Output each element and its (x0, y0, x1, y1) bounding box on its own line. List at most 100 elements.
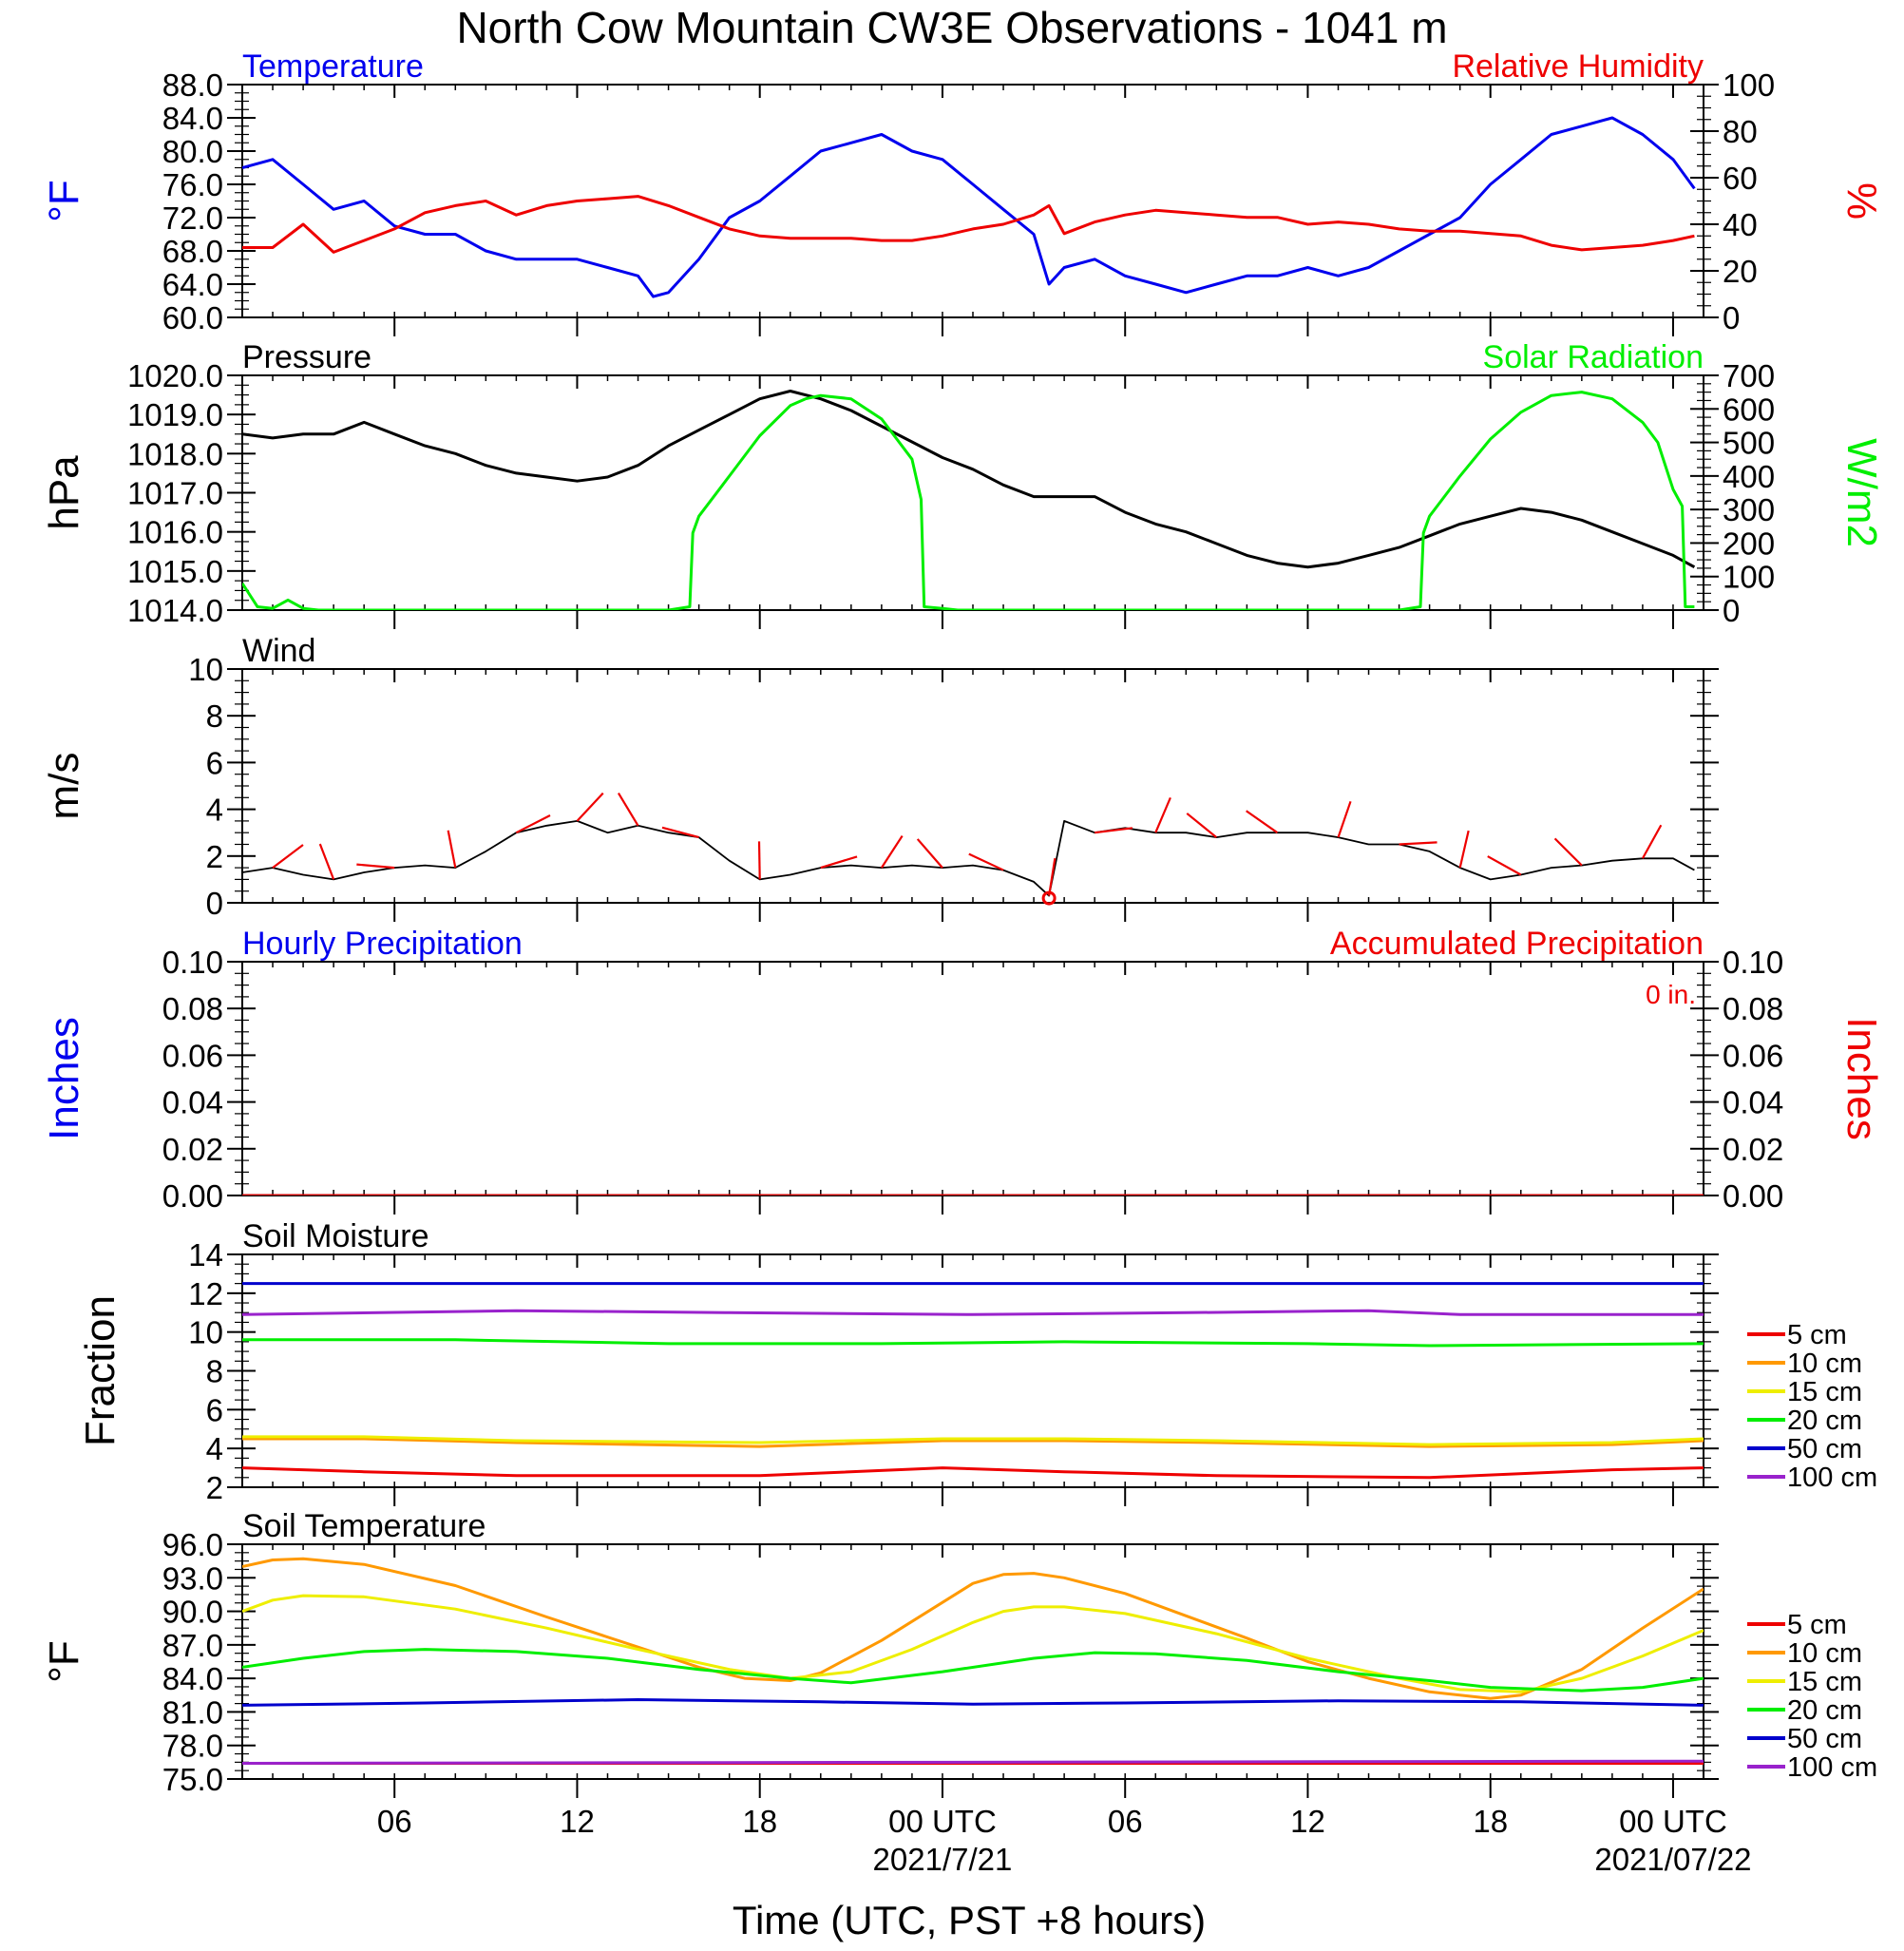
x-tick-label: 18 (742, 1804, 777, 1839)
y-tick-label-right: 0 (1723, 593, 1740, 628)
y-tick-label-right: 200 (1723, 526, 1775, 561)
wind-barb (1641, 824, 1663, 859)
x-tick-label: 12 (1290, 1804, 1325, 1839)
y-tick-label-left: 75.0 (162, 1762, 223, 1797)
y-tick-label-left: 6 (206, 745, 223, 780)
plot-frame (241, 668, 1704, 904)
y-axis-title-left: Fraction (77, 1295, 124, 1446)
panel-title-left: Wind (242, 633, 315, 669)
panel-precipitation: 0.00 0.02 0.04 0.06 0.08 0.10 0.00 0.02 0.04 0.06… (41, 926, 1885, 1215)
legend-label: 10 cm (1787, 1348, 1862, 1379)
legend-label: 5 cm (1787, 1320, 1847, 1350)
legend-label: 15 cm (1787, 1377, 1862, 1407)
series-line-5-cm (242, 1466, 1704, 1480)
wind-barb (968, 852, 1004, 871)
y-axis-title-right: % (1838, 182, 1885, 220)
x-axis-title: Time (UTC, PST +8 hours) (733, 1898, 1206, 1942)
y-tick-label-right: 100 (1723, 560, 1775, 595)
wind-barb (1487, 855, 1522, 876)
legend-label: 50 cm (1787, 1434, 1862, 1464)
panel-title-right: Solar Radiation (1483, 339, 1704, 375)
series-line-100-cm (242, 1309, 1704, 1316)
y-tick-label-right: 700 (1723, 358, 1775, 393)
series-line-pressure (242, 390, 1696, 569)
y-tick-label-left: 1017.0 (127, 476, 223, 511)
legend-label: 50 cm (1787, 1724, 1862, 1754)
y-tick-label-left: 84.0 (162, 101, 223, 136)
y-tick-label-right: 500 (1723, 426, 1775, 461)
y-tick-label-left: 8 (206, 698, 223, 734)
y-tick-label-left: 87.0 (162, 1628, 223, 1663)
y-tick-label-left: 0.00 (162, 1178, 223, 1214)
series-line-20-cm (242, 1338, 1704, 1348)
y-tick-label-left: 0.08 (162, 991, 223, 1026)
panels: 60.064.068.072.076.080.084.088.002040608… (41, 48, 1885, 1877)
plot-frame (241, 961, 1704, 1196)
plot-frame (241, 84, 1704, 318)
series-line-wind (242, 820, 1695, 897)
wind-barb (661, 826, 699, 839)
x-date-label: 2021/7/21 (873, 1842, 1013, 1877)
x-tick-label: 12 (560, 1804, 595, 1839)
wind-barb (1154, 796, 1171, 833)
x-tick-label: 00 UTC (1619, 1804, 1727, 1839)
y-tick-label-right: 100 (1723, 67, 1775, 103)
series-line-15-cm (242, 1435, 1704, 1446)
y-tick-label-right: 20 (1723, 254, 1758, 289)
y-tick-label-left: 78.0 (162, 1729, 223, 1764)
legend-label: 100 cm (1787, 1752, 1877, 1783)
y-tick-label-left: 8 (206, 1354, 223, 1389)
y-tick-label-right: 0.02 (1723, 1132, 1783, 1167)
precip-total-annotation: 0 in. (1646, 980, 1696, 1009)
y-tick-label-left: 1020.0 (127, 358, 223, 393)
x-tick-label: 18 (1473, 1804, 1508, 1839)
x-date-label: 2021/07/22 (1594, 1842, 1751, 1877)
panel-title-right: Accumulated Precipitation (1330, 926, 1704, 962)
y-tick-label-right: 300 (1723, 492, 1775, 527)
legend-label: 5 cm (1787, 1610, 1847, 1640)
y-axis-title-left: Inches (41, 1017, 87, 1140)
wind-barb (617, 792, 639, 827)
y-tick-label-right: 0.08 (1723, 991, 1783, 1026)
y-tick-label-left: 80.0 (162, 134, 223, 169)
wind-barb (757, 841, 761, 880)
wind-barb (272, 844, 304, 869)
y-tick-label-left: 2 (206, 1470, 223, 1505)
y-tick-label-right: 0 (1723, 300, 1740, 335)
y-tick-label-right: 80 (1723, 114, 1758, 149)
legend-label: 100 cm (1787, 1463, 1877, 1493)
y-tick-label-left: 64.0 (162, 267, 223, 302)
wind-barb (1553, 837, 1583, 867)
figure-title: North Cow Mountain CW3E Observations - 1… (456, 3, 1447, 52)
panel-pressure-solar: 1014.0 1015.0 1016.0 1017.0 1018.0 1019.0 1020… (41, 339, 1885, 629)
y-tick-label-left: 81.0 (162, 1694, 223, 1730)
y-tick-label-left: 93.0 (162, 1560, 223, 1596)
y-tick-label-left: 10 (188, 1315, 223, 1350)
series-line-solar-radiation (242, 391, 1695, 610)
wind-barb (1399, 841, 1438, 846)
wind-barb (1095, 827, 1133, 834)
plot-frame (241, 1253, 1704, 1488)
y-tick-label-left: 4 (206, 793, 223, 828)
y-tick-label-right: 0.04 (1723, 1085, 1783, 1120)
wind-barb (1337, 800, 1352, 838)
plot-frame (241, 1543, 1704, 1780)
y-tick-label-left: 84.0 (162, 1661, 223, 1696)
series-group (242, 1282, 1704, 1480)
panel-soil-temperature: 75.078.081.084.087.090.093.096.0 Soil Tem… (41, 1508, 1877, 1877)
series-line-relative-humidity (242, 195, 1695, 254)
y-tick-label-right: 0.10 (1723, 945, 1783, 980)
y-axis-title-left: m/s (41, 753, 87, 820)
panel-wind: 0 2 4 6 8 10 Wind m/s (41, 633, 1719, 922)
y-tick-label-left: 68.0 (162, 234, 223, 269)
wind-barb (916, 838, 943, 869)
y-tick-label-right: 40 (1723, 207, 1758, 242)
y-tick-label-left: 4 (206, 1431, 223, 1466)
y-tick-label-left: 1018.0 (127, 436, 223, 471)
series-line-15-cm (242, 1594, 1704, 1693)
y-axis-title-left: hPa (41, 455, 87, 530)
panel-title-right: Relative Humidity (1452, 48, 1704, 85)
y-tick-label-left: 90.0 (162, 1595, 223, 1630)
